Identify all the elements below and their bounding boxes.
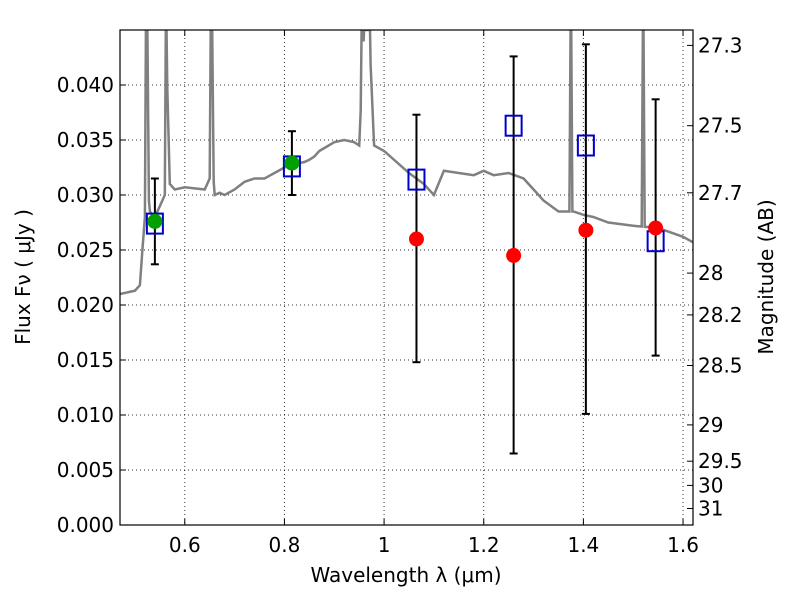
upper-limit-point <box>408 231 424 247</box>
y-tick-label: 0.010 <box>57 403 114 427</box>
model-photometry-square <box>145 212 164 235</box>
x-axis-ticks: 0.6 0.8 1 1.2 1.4 1.6 <box>169 30 699 557</box>
y-tick-label: 0.035 <box>57 128 114 152</box>
y2-tick-label: 27.7 <box>698 181 743 205</box>
y2-tick-label: 28.5 <box>698 354 743 378</box>
model-spectrum-line <box>120 30 693 296</box>
upper-limit-point <box>648 220 664 236</box>
y-tick-label: 0.015 <box>57 348 114 372</box>
x-tick-label: 1.2 <box>468 533 500 557</box>
data-markers <box>145 114 665 263</box>
y2-tick-label: 27.5 <box>698 114 743 138</box>
plot-frame <box>119 29 694 526</box>
y2-tick-label: 28.2 <box>698 303 743 327</box>
y-tick-label: 0.020 <box>57 293 114 317</box>
x-tick-label: 1.4 <box>567 533 599 557</box>
model-photometry-square <box>407 168 426 191</box>
x-tick-label: 0.6 <box>169 533 201 557</box>
detection-point <box>147 213 163 229</box>
y2-tick-label: 31 <box>698 497 723 521</box>
y2-tick-label: 27.3 <box>698 33 743 57</box>
grid-lines <box>120 30 693 526</box>
y2-tick-label: 29 <box>698 413 723 437</box>
x-axis-title: Wavelength λ (μm) <box>310 563 501 587</box>
y-tick-label: 0.040 <box>57 73 114 97</box>
model-photometry-square <box>576 134 595 157</box>
detection-point <box>284 155 300 171</box>
error-bars <box>150 43 660 455</box>
x-tick-label: 1 <box>378 533 391 557</box>
x-tick-label: 1.6 <box>667 533 699 557</box>
upper-limit-point <box>506 248 522 263</box>
upper-limit-point <box>578 222 594 238</box>
y2-tick-label: 30 <box>698 473 723 497</box>
y2-tick-label: 29.5 <box>698 449 743 473</box>
y-axis-ticks: 0.000 0.005 0.010 0.015 0.020 0.025 0.030 0.035… <box>57 73 126 537</box>
y2-axis-title: Magnitude (AB) <box>754 199 778 354</box>
y-axis-title: Flux Fν ( μJy ) <box>11 209 35 345</box>
y-tick-label: 0.030 <box>57 183 114 207</box>
x-tick-label: 0.8 <box>269 533 301 557</box>
y-tick-label: 0.005 <box>57 458 114 482</box>
y-tick-label: 0.000 <box>57 513 114 537</box>
y-tick-label: 0.025 <box>57 238 114 262</box>
model-photometry-square <box>504 114 523 137</box>
y2-tick-label: 28 <box>698 261 723 285</box>
